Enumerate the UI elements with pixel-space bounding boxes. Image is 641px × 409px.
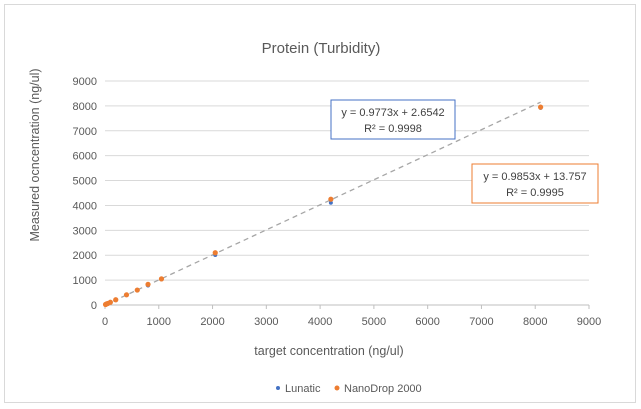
- x-tick-label: 1000: [147, 316, 171, 328]
- y-tick-label: 1000: [73, 275, 97, 287]
- axes: [104, 304, 590, 309]
- y-tick-label: 0: [91, 300, 97, 312]
- y-tick-label: 9000: [73, 76, 97, 88]
- annotation-nanodrop-box: [471, 163, 599, 204]
- chart-frame: Protein (Turbidity) 0 1000 2000 3000 4000 500…: [4, 4, 636, 403]
- x-tick-label: 8000: [523, 316, 547, 328]
- y-tick-label: 8000: [73, 101, 97, 113]
- annotation-nanodrop-equation: y = 0.9853x + 13.757: [483, 171, 586, 183]
- point-nanodrop: [158, 276, 165, 282]
- y-axis-label: Measured ocncentration (ng/ul): [28, 68, 42, 241]
- y-tick-label: 5000: [73, 176, 97, 188]
- annotation-lunatic-r2: R² = 0.9998: [364, 123, 422, 135]
- annotation-nanodrop: y = 0.9853x + 13.757 R² = 0.9995: [471, 163, 599, 204]
- x-axis-label: target concentration (ng/ul): [254, 344, 403, 358]
- y-tick-label: 6000: [73, 151, 97, 163]
- annotation-lunatic-equation: y = 0.9773x + 2.6542: [341, 107, 444, 119]
- trendline: [104, 101, 541, 306]
- annotation-lunatic-box: [330, 99, 456, 140]
- x-tick-label: 6000: [415, 316, 439, 328]
- legend-nanodrop-label: NanoDrop 2000: [344, 383, 422, 395]
- y-tick-label: 4000: [73, 200, 97, 212]
- point-nanodrop: [212, 250, 218, 256]
- point-nanodrop: [123, 292, 130, 298]
- point-nanodrop: [145, 281, 151, 287]
- y-tick-label: 7000: [73, 126, 97, 138]
- tick-labels: 0 1000 2000 3000 4000 5000 6000 7000 8000 9000 0 10…: [73, 76, 602, 328]
- x-tick-label: 4000: [308, 316, 332, 328]
- annotation-lunatic: y = 0.9773x + 2.6542 R² = 0.9998: [330, 99, 456, 140]
- x-tick-label: 7000: [469, 316, 493, 328]
- legend-lunatic-marker: [276, 386, 280, 390]
- point-nanodrop: [328, 196, 334, 202]
- x-tick-label: 9000: [577, 316, 601, 328]
- legend-lunatic-label: Lunatic: [285, 383, 321, 395]
- point-lunatic: [328, 200, 333, 205]
- point-nanodrop: [113, 297, 119, 303]
- y-tick-label: 3000: [73, 225, 97, 237]
- data-points: [102, 104, 544, 308]
- point-nanodrop: [134, 287, 140, 293]
- x-tick-label: 2000: [200, 316, 224, 328]
- gridlines: [105, 80, 589, 281]
- legend-nanodrop-marker: [334, 385, 340, 391]
- y-tick-label: 2000: [73, 250, 97, 262]
- point-nanodrop: [538, 104, 544, 110]
- point-nanodrop: [107, 299, 113, 305]
- x-tick-label: 0: [102, 316, 108, 328]
- x-tick-label: 3000: [254, 316, 278, 328]
- annotation-nanodrop-r2: R² = 0.9995: [506, 187, 564, 199]
- x-tick-label: 5000: [362, 316, 386, 328]
- legend: Lunatic NanoDrop 2000: [276, 383, 422, 395]
- chart: Protein (Turbidity) 0 1000 2000 3000 4000 500…: [28, 40, 602, 395]
- chart-title: Protein (Turbidity): [262, 40, 381, 57]
